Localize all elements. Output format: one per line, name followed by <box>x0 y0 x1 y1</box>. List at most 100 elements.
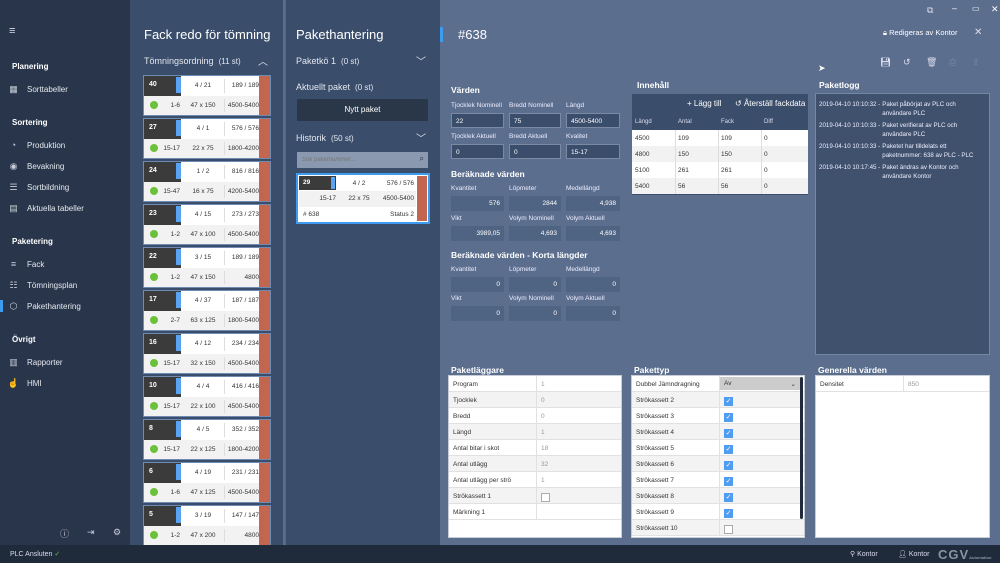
row-value[interactable]: ✓ <box>720 488 804 503</box>
sidebar-item-sortbildning[interactable]: ☰ Sortbildning <box>0 178 130 196</box>
order-header[interactable]: Tömningsordning (11 st) <box>144 56 241 66</box>
history-header[interactable]: Historik (50 st) <box>296 133 354 143</box>
row-value[interactable]: 1 <box>537 376 621 391</box>
settings-icon[interactable]: ⚙ <box>113 527 122 537</box>
column-header[interactable]: Antal <box>678 119 692 125</box>
popout-icon[interactable]: ⧉ <box>927 5 934 15</box>
fack-card[interactable]: 8 4 / 5 352 / 352 15-17 22 x 125 1800-4200 <box>143 419 271 460</box>
print-icon[interactable]: ⎙ <box>949 57 957 67</box>
sidebar-item-sorttabeller[interactable]: ▦ Sorttabeller <box>0 80 130 98</box>
column-header[interactable]: Diff <box>764 119 773 125</box>
add-row-button[interactable]: + Lägg till <box>687 99 721 108</box>
checkbox[interactable]: ✓ <box>724 413 733 422</box>
bredd-aktuell-field[interactable]: 0 <box>509 144 561 159</box>
row-value[interactable]: 18 <box>537 440 621 455</box>
table-row[interactable]: 4500 109 109 0 <box>632 130 808 146</box>
fack-card[interactable]: 17 4 / 37 187 / 187 2-7 63 x 125 1800-5400 <box>143 290 271 331</box>
search-icon[interactable]: ⌕ <box>419 154 424 163</box>
checkbox[interactable]: ✓ <box>724 429 733 438</box>
sidebar-item-aktuella-tabeller[interactable]: ▤ Aktuella tabeller <box>0 199 130 217</box>
fack-card[interactable]: 23 4 / 15 273 / 273 1-2 47 x 100 4500-5400 <box>143 204 271 245</box>
column-header[interactable]: Fack <box>721 119 735 125</box>
row-value[interactable] <box>720 520 804 535</box>
row-value[interactable]: 32 <box>537 456 621 471</box>
export-icon[interactable]: ⇪ <box>972 57 980 67</box>
kvalitet-field[interactable]: 15-17 <box>566 144 620 159</box>
checkbox[interactable]: ✓ <box>724 397 733 406</box>
user-status[interactable]: 👤︎ Kontor <box>898 550 929 558</box>
location-status[interactable]: ⚲ Kontor <box>850 550 878 558</box>
bredd-nominell-field[interactable]: 75 <box>509 113 561 128</box>
row-value[interactable]: 850 <box>904 376 989 391</box>
column-header[interactable]: Längd <box>635 119 652 125</box>
hamburger-menu-icon[interactable]: ≡ <box>9 25 16 37</box>
checkbox[interactable]: ✓ <box>724 509 733 518</box>
fack-card[interactable]: 10 4 / 4 416 / 416 15-17 22 x 100 4500-5400 <box>143 376 271 417</box>
fack-card[interactable]: 40 4 / 21 189 / 189 1-6 47 x 150 4500-5400 <box>143 75 271 116</box>
row-value[interactable]: 0 <box>537 392 621 407</box>
search-input[interactable] <box>297 152 407 168</box>
fack-card[interactable]: 24 1 / 2 816 / 816 15-47 16 x 75 4200-5400 <box>143 161 271 202</box>
table-cell: 5400 <box>635 183 650 190</box>
fack-dimension: 22 x 75 <box>192 145 214 152</box>
reset-button[interactable]: ↺ Återställ fackdata <box>735 99 805 108</box>
history-card[interactable]: 29 4 / 2 576 / 576 15-17 22 x 75 4500-54… <box>296 173 430 224</box>
chevron-up-icon[interactable]: ︿ <box>258 57 268 68</box>
new-package-button[interactable]: Nytt paket <box>297 99 428 121</box>
sidebar-item-fack[interactable]: ≡ Fack <box>0 255 130 273</box>
sidebar-item-tömningsplan[interactable]: ☷ Tömningsplan <box>0 276 130 294</box>
tjocklek-nominell-field[interactable]: 22 <box>451 113 504 128</box>
lock-status: 🔒︎ Redigeras av Kontor <box>883 28 957 38</box>
längd-field[interactable]: 4500-5400 <box>566 113 620 128</box>
sidebar-item-pakethantering[interactable]: ⬡ Pakethantering <box>0 297 130 315</box>
close-package-icon[interactable]: ✕ <box>974 27 983 38</box>
table-row[interactable]: 5100 261 261 0 <box>632 162 808 178</box>
row-value[interactable]: ✓ <box>720 504 804 519</box>
sidebar-item-rapporter[interactable]: ▥ Rapporter <box>0 353 130 371</box>
fack-card[interactable]: 5 3 / 19 147 / 147 1-2 47 x 200 4800 <box>143 505 271 546</box>
dropdown[interactable]: Av ⌄ <box>720 377 800 390</box>
fack-card[interactable]: 6 4 / 19 231 / 231 1-6 47 x 125 4500-5400 <box>143 462 271 503</box>
maximize-icon[interactable]: ▭ <box>972 4 980 13</box>
row-value[interactable]: 1 <box>537 472 621 487</box>
row-value[interactable] <box>537 504 621 519</box>
queue-header[interactable]: Paketkö 1 (0 st) <box>296 56 359 66</box>
row-value[interactable] <box>537 488 621 503</box>
fack-card[interactable]: 27 4 / 1 576 / 576 15-17 22 x 75 1800-4200 <box>143 118 271 159</box>
close-window-icon[interactable]: ✕ <box>991 4 999 14</box>
row-value[interactable]: ✓ <box>720 440 804 455</box>
search-box[interactable]: ⌕ <box>297 152 428 168</box>
chevron-down-icon[interactable]: ﹀ <box>416 57 426 68</box>
chevron-down-icon[interactable]: ﹀ <box>416 134 426 145</box>
row-value[interactable]: ✓ <box>720 424 804 439</box>
sidebar-item-produktion[interactable]: ◔ Produktion <box>0 136 130 154</box>
row-value[interactable]: 1 <box>537 424 621 439</box>
volym-aktuell-field: 0 <box>566 306 620 321</box>
checkbox[interactable]: ✓ <box>724 477 733 486</box>
fack-card[interactable]: 22 3 / 15 189 / 189 1-2 47 x 150 4800 <box>143 247 271 288</box>
checkbox[interactable]: ✓ <box>724 493 733 502</box>
table-row[interactable]: 5400 56 56 0 <box>632 178 808 194</box>
logout-icon[interactable]: ⇥ <box>87 527 95 537</box>
fack-number: 22 <box>144 248 181 268</box>
row-value[interactable]: 0 <box>537 408 621 423</box>
sidebar-item-hmi[interactable]: ☝ HMI <box>0 374 130 392</box>
tjocklek-aktuell-field[interactable]: 0 <box>451 144 504 159</box>
scrollbar[interactable] <box>800 377 803 519</box>
row-value[interactable]: ✓ <box>720 472 804 487</box>
minimize-icon[interactable]: – <box>952 3 958 13</box>
checkbox[interactable]: ✓ <box>724 445 733 454</box>
checkbox[interactable] <box>724 525 733 534</box>
save-icon[interactable]: 💾︎ <box>880 57 892 67</box>
delete-icon[interactable]: 🗑︎ <box>926 57 938 67</box>
sidebar-item-bevakning[interactable]: ◉ Bevakning <box>0 157 130 175</box>
row-value[interactable]: ✓ <box>720 392 804 407</box>
row-value[interactable]: ✓ <box>720 456 804 471</box>
fack-card[interactable]: 16 4 / 12 234 / 234 15-17 32 x 150 4500-5400 <box>143 333 271 374</box>
undo-icon[interactable]: ↺ <box>903 57 911 67</box>
checkbox[interactable] <box>541 493 550 502</box>
info-icon[interactable]: ⓘ <box>60 529 70 539</box>
row-value[interactable]: ✓ <box>720 408 804 423</box>
table-row[interactable]: 4800 150 150 0 <box>632 146 808 162</box>
checkbox[interactable]: ✓ <box>724 461 733 470</box>
